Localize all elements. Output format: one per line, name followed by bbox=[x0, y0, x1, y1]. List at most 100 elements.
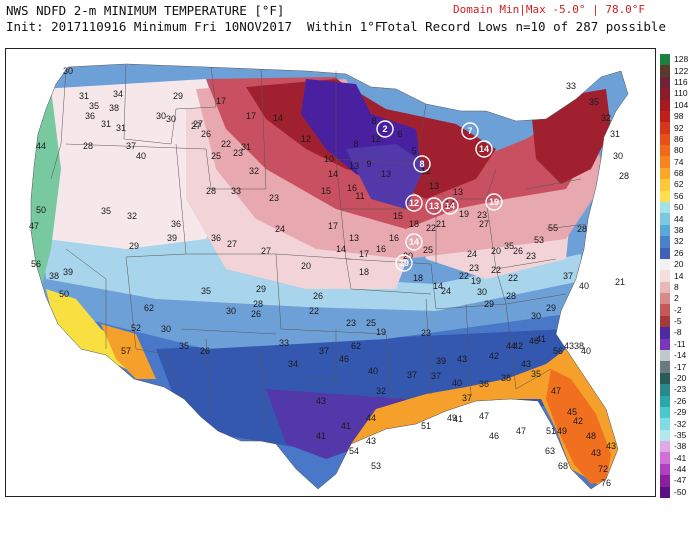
record-low-value: 12 bbox=[409, 198, 419, 208]
temperature-value-label: 24 bbox=[467, 249, 477, 259]
temperature-value-label: 51 bbox=[546, 426, 556, 436]
state-border bbox=[415, 163, 497, 200]
temperature-value-label: 31 bbox=[116, 123, 126, 133]
temperature-value-label: 14 bbox=[445, 199, 455, 209]
state-border bbox=[306, 329, 337, 380]
colorbar-tick-label: -35 bbox=[674, 429, 687, 440]
record-low-circle: 7 bbox=[461, 122, 479, 140]
temperature-value-label: 11 bbox=[355, 191, 364, 201]
temperature-value-label: 35 bbox=[589, 97, 599, 107]
temperature-value-label: 40 bbox=[452, 378, 462, 388]
colorbar-swatch bbox=[660, 429, 670, 442]
temperature-value-label: 23 bbox=[526, 251, 536, 261]
temperature-value-label: 13 bbox=[381, 169, 391, 179]
temperature-value-label: 23 bbox=[469, 263, 479, 273]
temperature-value-label: 29 bbox=[129, 241, 139, 251]
temperature-value-label: 16 bbox=[347, 183, 357, 193]
temperature-value-label: 29 bbox=[484, 299, 494, 309]
temperature-value-label: 23 bbox=[269, 193, 279, 203]
colorbar-swatch bbox=[660, 338, 670, 351]
colorbar-swatch bbox=[660, 281, 670, 294]
colorbar-tick-label: 44 bbox=[674, 213, 684, 224]
temperature-value-label: 29 bbox=[256, 284, 266, 294]
temperature-value-label: 12 bbox=[301, 134, 311, 144]
colorbar-tick-label: -41 bbox=[674, 452, 687, 463]
colorbar-tick-label: 2 bbox=[674, 293, 679, 304]
state-border bbox=[180, 328, 277, 335]
record-lows-count: Total Record Lows n=10 of 287 possible bbox=[380, 19, 666, 34]
temperature-value-label: 37 bbox=[407, 370, 417, 380]
temperature-value-label: 30 bbox=[613, 151, 623, 161]
temperature-value-label: 25 bbox=[423, 245, 433, 255]
temperature-value-label: 23 bbox=[346, 318, 356, 328]
temperature-value-label: 24 bbox=[441, 286, 451, 296]
temperature-value-label: 20 bbox=[301, 261, 311, 271]
temperature-value-label: 21 bbox=[615, 277, 625, 287]
colorbar-tick-label: 20 bbox=[674, 259, 684, 270]
temperature-value-label: 15 bbox=[393, 211, 403, 221]
temperature-value-label: 35 bbox=[101, 206, 111, 216]
temperature-value-label: 43 bbox=[457, 354, 467, 364]
colorbar-tick-label: 80 bbox=[674, 145, 684, 156]
temperature-value-label: 38 bbox=[109, 103, 119, 113]
temperature-value-label: 40 bbox=[136, 151, 146, 161]
state-border bbox=[30, 63, 629, 490]
colorbar-swatch bbox=[660, 54, 670, 66]
temperature-value-label: 29 bbox=[173, 91, 183, 101]
record-low-value: 8 bbox=[419, 159, 424, 169]
temperature-value-label: 45 bbox=[567, 407, 577, 417]
temperature-value-label: 13 bbox=[349, 233, 359, 243]
colorbar-tick-label: -5 bbox=[674, 316, 682, 327]
temperature-value-label: 40 bbox=[368, 366, 378, 376]
state-border bbox=[345, 258, 432, 295]
temperature-value-label: 34 bbox=[288, 359, 298, 369]
colorbar-tick-label: 56 bbox=[674, 190, 684, 201]
temperature-value-label: 26 bbox=[200, 346, 210, 356]
temperature-value-label: 42 bbox=[573, 416, 583, 426]
temperature-value-label: 41 bbox=[316, 431, 326, 441]
colorbar-tick-label: 8 bbox=[674, 281, 679, 292]
temperature-value-label: 22 bbox=[221, 139, 231, 149]
temperature-value-label: 18 bbox=[413, 273, 423, 283]
temperature-value-label: 46 bbox=[339, 354, 349, 364]
temperature-value-label: 12 bbox=[371, 134, 381, 144]
colorbar-tick-label: 68 bbox=[674, 168, 684, 179]
temperature-value-label: 41 bbox=[341, 421, 351, 431]
temperature-zone bbox=[101, 324, 156, 379]
colorbar-tick-label: -26 bbox=[674, 395, 687, 406]
colorbar-swatch bbox=[660, 418, 670, 431]
colorbar-tick-label: 122 bbox=[674, 65, 689, 76]
colorbar-swatch bbox=[660, 384, 670, 397]
record-low-value: 14 bbox=[479, 144, 489, 154]
colorbar-tick-label: 104 bbox=[674, 99, 689, 110]
colorbar-tick-label: -8 bbox=[674, 327, 682, 338]
record-low-circle: 19 bbox=[485, 193, 503, 211]
temperature-value-label: 26 bbox=[313, 291, 323, 301]
temperature-value-label: 43 bbox=[316, 396, 326, 406]
temperature-value-label: 13 bbox=[453, 187, 463, 197]
temperature-value-label: 43 bbox=[366, 436, 376, 446]
state-border bbox=[260, 348, 267, 430]
temperature-value-label: 31 bbox=[79, 91, 89, 101]
temperature-value-label: 62 bbox=[351, 341, 361, 351]
temperature-value-label: 18 bbox=[409, 219, 419, 229]
temperature-value-label: 56 bbox=[31, 259, 41, 269]
temperature-map: 30 31 34 35 36 38 29 17 17 31 30 27 26 14 12 8 12 10 13 8 9 6… bbox=[5, 48, 656, 497]
temperature-value-label: 44 bbox=[36, 141, 46, 151]
temperature-value-label: 30 bbox=[63, 66, 73, 76]
temperature-value-label: 50 bbox=[36, 205, 46, 215]
state-border bbox=[65, 143, 266, 190]
temperature-value-label: 41 bbox=[536, 334, 546, 344]
temperature-value-label: 23 bbox=[477, 210, 487, 220]
temperature-value-label: 22 bbox=[459, 271, 469, 281]
colorbar-swatch bbox=[660, 475, 670, 488]
temperature-value-label: 27 bbox=[261, 246, 271, 256]
temperature-value-label: 18 bbox=[359, 267, 369, 277]
colorbar-tick-label: 98 bbox=[674, 111, 684, 122]
record-low-value: 2 bbox=[382, 124, 387, 134]
temperature-value-label: 30 bbox=[226, 306, 236, 316]
temperature-fill bbox=[31, 64, 628, 489]
colorbar-swatch bbox=[660, 145, 670, 157]
